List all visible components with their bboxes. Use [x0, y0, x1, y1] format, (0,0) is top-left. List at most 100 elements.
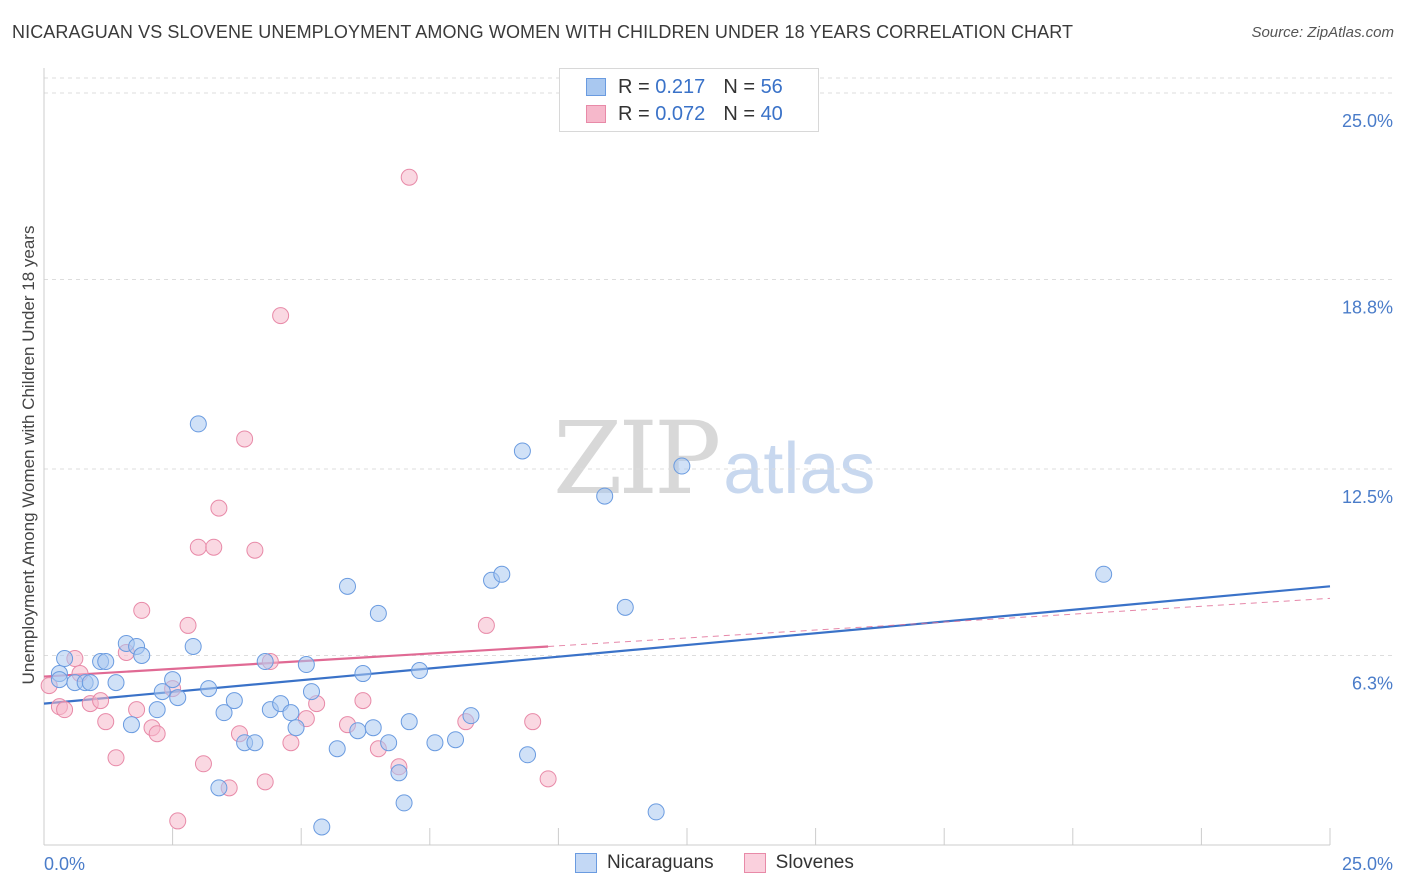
trend-lines — [43, 585, 1331, 705]
slovenes-point — [524, 713, 542, 731]
nicaraguans-point — [50, 671, 68, 689]
slovenes-point — [56, 701, 74, 719]
slovenes-point — [133, 601, 151, 619]
slovenes-point — [128, 701, 146, 719]
slovenes-point — [236, 430, 254, 448]
nicaraguans-point — [426, 734, 444, 752]
nicaraguans-point — [56, 650, 74, 668]
nicaraguans-point — [297, 656, 315, 674]
nicaraguans-point — [256, 653, 274, 671]
nicaraguans-point — [107, 674, 125, 692]
nicaraguans-point — [287, 719, 305, 737]
trend-line-slovenes-extended — [548, 597, 1331, 647]
nicaraguans-point — [364, 719, 382, 737]
slovenes-point — [246, 541, 264, 559]
nicaraguans-point — [164, 671, 182, 689]
nicaraguans-point — [338, 577, 356, 595]
nicaraguans-point — [400, 713, 418, 731]
nicaraguans-point — [189, 415, 207, 433]
slovenes-point — [92, 692, 110, 710]
legend-r-value: 0.072 — [655, 102, 706, 125]
slovenes-point — [107, 749, 125, 767]
legend-n-label: N = — [723, 102, 755, 125]
slovenes-point — [210, 499, 228, 517]
nicaraguans-point — [282, 704, 300, 722]
slovenes-point — [354, 692, 372, 710]
nicaraguans-legend-swatch — [575, 853, 597, 873]
y-axis-label: Unemployment Among Women with Children U… — [19, 226, 38, 685]
nicaraguans-point — [673, 457, 691, 475]
tick-labels: 6.3% 12.5% 18.8% 25.0% 0.0% 25.0% — [44, 111, 1393, 874]
nicaraguans-point — [313, 818, 331, 836]
slovenes-point — [539, 770, 557, 788]
nicaraguans-point — [395, 794, 413, 812]
nicaraguans-point — [462, 707, 480, 725]
nicaraguans-point — [81, 674, 99, 692]
nicaraguans-swatch — [586, 78, 606, 96]
x-tick-label: 25.0% — [1342, 854, 1393, 874]
nicaraguans-point — [148, 701, 166, 719]
legend-n-value: 56 — [760, 75, 783, 98]
nicaraguans-point — [246, 734, 264, 752]
nicaraguans-point — [519, 746, 537, 764]
nicaraguans-point — [647, 803, 665, 821]
trend-line-nicaraguans — [43, 585, 1331, 705]
legend-r-label: R = — [618, 75, 650, 98]
nicaraguans-point — [184, 637, 202, 655]
y-tick-label: 6.3% — [1352, 674, 1393, 694]
slovenes-legend-swatch — [743, 853, 766, 873]
nicaraguans-point — [133, 647, 151, 665]
legend-item-slovenes[interactable]: Slovenes — [743, 852, 854, 874]
legend-r-label: R = — [618, 102, 650, 125]
nicaraguans-point — [493, 565, 511, 583]
nicaraguans-point — [369, 604, 387, 622]
x-tick-label: 0.0% — [44, 854, 85, 874]
slovenes-point — [205, 538, 223, 556]
nicaraguans-point — [390, 764, 408, 782]
chart-title: NICARAGUAN VS SLOVENE UNEMPLOYMENT AMONG… — [12, 22, 1074, 42]
nicaraguans-point — [225, 692, 243, 710]
correlation-legend: R = 0.217 N = 56 R = 0.072 N = 40 — [559, 68, 819, 132]
series-legend: Nicaraguans Slovenes — [575, 852, 884, 874]
legend-r-value: 0.217 — [655, 75, 706, 98]
slovenes-point — [194, 755, 212, 773]
legend-row-slovenes: R = 0.072 N = 40 — [586, 102, 783, 126]
slovenes-point — [189, 538, 207, 556]
axes — [43, 68, 1331, 846]
nicaraguans-point — [596, 487, 614, 505]
nicaraguans-point — [153, 683, 171, 701]
nicaraguans-point — [354, 665, 372, 683]
legend-n-value: 40 — [760, 102, 783, 125]
slovenes-point — [148, 725, 166, 743]
slovenes-point — [282, 734, 300, 752]
nicaraguans-point — [328, 740, 346, 758]
slovenes-point — [272, 307, 290, 325]
legend-n-label: N = — [723, 75, 755, 98]
data-points — [40, 168, 1113, 836]
slovenes-point — [256, 773, 274, 791]
slovenes-point — [179, 616, 197, 634]
y-tick-label: 18.8% — [1342, 298, 1393, 318]
nicaraguans-point — [1095, 565, 1113, 583]
trend-line-slovenes — [43, 645, 549, 678]
source-label: Source: ZipAtlas.com — [1251, 24, 1394, 41]
nicaraguans-point — [380, 734, 398, 752]
nicaraguans-point — [122, 716, 140, 734]
nicaraguans-point — [349, 722, 367, 740]
nicaraguans-point — [215, 704, 233, 722]
gridlines — [44, 77, 1393, 657]
nicaraguans-point — [200, 680, 218, 698]
legend-label-nicaraguans: Nicaraguans — [607, 852, 714, 873]
nicaraguans-point — [210, 779, 228, 797]
nicaraguans-point — [447, 731, 465, 749]
slovenes-point — [400, 168, 418, 186]
legend-row-nicaraguans: R = 0.217 N = 56 — [586, 75, 783, 99]
nicaraguans-point — [302, 683, 320, 701]
slovenes-point — [97, 713, 115, 731]
slovenes-point — [169, 812, 187, 830]
nicaraguans-point — [513, 442, 531, 460]
nicaraguans-point — [97, 653, 115, 671]
y-tick-label: 12.5% — [1342, 487, 1393, 507]
legend-label-slovenes: Slovenes — [775, 852, 854, 873]
legend-item-nicaraguans[interactable]: Nicaraguans — [575, 852, 714, 874]
